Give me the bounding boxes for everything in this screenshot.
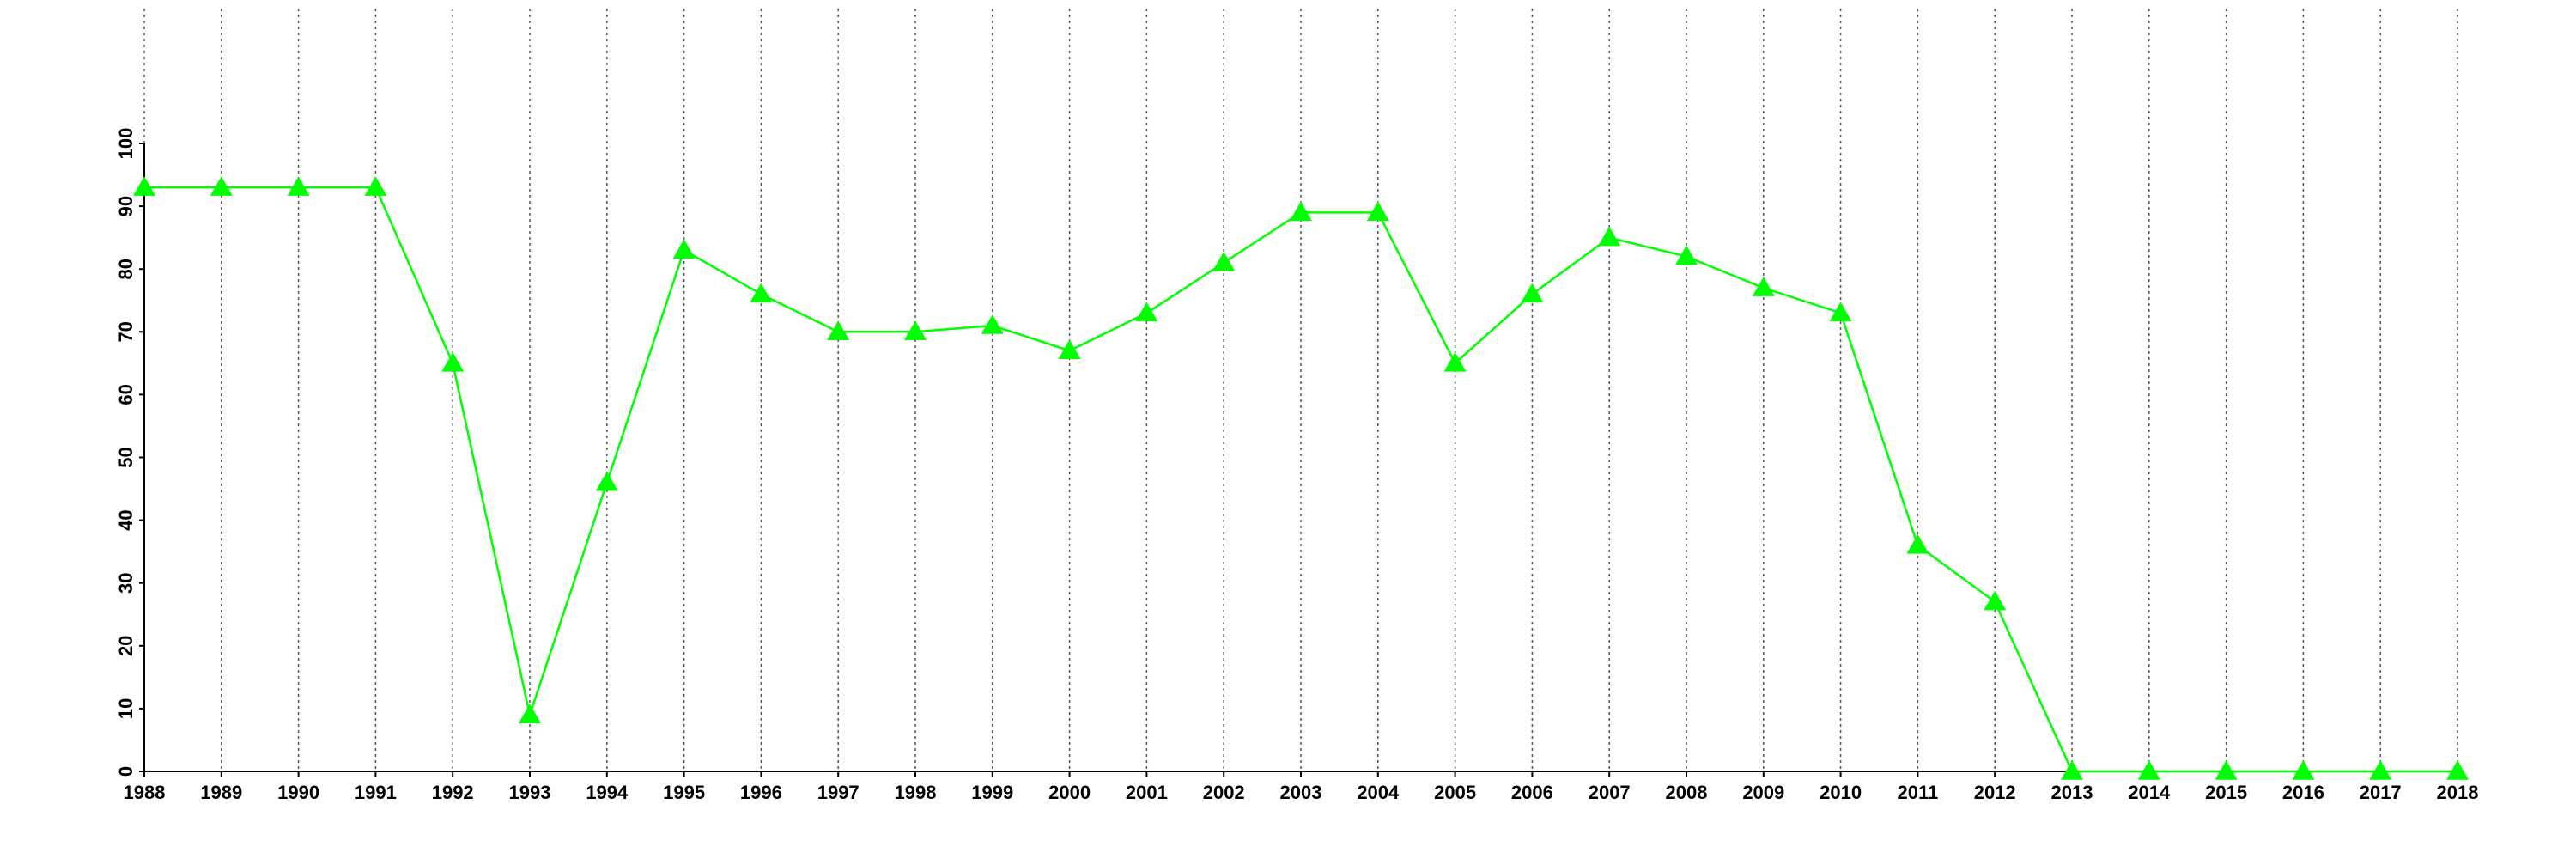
x-tick-label: 1994 (586, 782, 629, 803)
y-tick-label: 10 (115, 698, 137, 719)
x-tick-label: 2001 (1126, 782, 1168, 803)
marker (2137, 760, 2160, 780)
x-tick-label: 1989 (200, 782, 242, 803)
x-tick-label: 1996 (740, 782, 782, 803)
marker (1752, 277, 1775, 296)
marker (750, 283, 773, 303)
x-tick-label: 2002 (1203, 782, 1245, 803)
x-tick-label: 1990 (277, 782, 319, 803)
marker (2215, 760, 2238, 780)
y-tick-label: 90 (115, 196, 137, 216)
marker (904, 320, 927, 341)
marker (1675, 245, 1698, 265)
marker (2446, 760, 2469, 780)
x-tick-label: 2011 (1898, 782, 1939, 803)
marker (1906, 533, 1929, 554)
marker (2061, 760, 2083, 780)
marker (1366, 201, 1389, 222)
x-tick-label: 1993 (509, 782, 551, 803)
x-tick-label: 2016 (2282, 782, 2324, 803)
x-tick-label: 2008 (1666, 782, 1708, 803)
y-tick-label: 60 (115, 384, 137, 405)
y-tick-label: 80 (115, 259, 137, 279)
marker (1521, 283, 1544, 303)
x-tick-label: 1999 (971, 782, 1013, 803)
marker (1290, 201, 1312, 222)
x-tick-label: 2014 (2128, 782, 2171, 803)
x-tick-label: 2004 (1357, 782, 1400, 803)
x-tick-label: 2000 (1048, 782, 1091, 803)
marker (133, 176, 155, 196)
x-tick-label: 2015 (2205, 782, 2247, 803)
y-tick-label: 50 (115, 447, 137, 467)
x-tick-label: 2012 (1974, 782, 2016, 803)
x-tick-label: 2010 (1820, 782, 1862, 803)
y-tick-label: 0 (115, 766, 137, 777)
y-tick-label: 70 (115, 321, 137, 342)
y-tick-label: 30 (115, 572, 137, 593)
marker (287, 176, 310, 196)
marker (2369, 760, 2392, 780)
marker (364, 176, 387, 196)
y-tick-label: 20 (115, 636, 137, 656)
marker (2292, 760, 2315, 780)
marker (1598, 226, 1621, 247)
x-tick-label: 1997 (817, 782, 860, 803)
marker (672, 239, 696, 259)
marker (210, 176, 233, 196)
y-tick-label: 100 (115, 128, 137, 160)
marker (827, 320, 850, 341)
x-tick-label: 2013 (2051, 782, 2093, 803)
marker (1135, 302, 1158, 322)
x-tick-label: 2007 (1589, 782, 1631, 803)
y-tick-label: 40 (115, 509, 137, 530)
marker (1443, 351, 1467, 372)
x-tick-label: 1992 (432, 782, 474, 803)
x-tick-label: 2018 (2437, 782, 2479, 803)
marker (595, 471, 618, 491)
marker (441, 351, 465, 372)
x-tick-label: 2006 (1511, 782, 1553, 803)
marker (981, 314, 1004, 334)
x-tick-label: 2005 (1434, 782, 1476, 803)
x-tick-label: 1998 (895, 782, 937, 803)
marker (1058, 339, 1081, 359)
x-tick-label: 1991 (355, 782, 397, 803)
marker (1829, 302, 1852, 322)
x-tick-label: 2003 (1280, 782, 1322, 803)
marker (519, 704, 541, 723)
x-tick-label: 2017 (2360, 782, 2402, 803)
x-tick-label: 1995 (663, 782, 705, 803)
x-tick-label: 1988 (124, 782, 166, 803)
x-tick-label: 2009 (1742, 782, 1784, 803)
marker (1212, 251, 1236, 271)
marker (1984, 590, 2007, 611)
